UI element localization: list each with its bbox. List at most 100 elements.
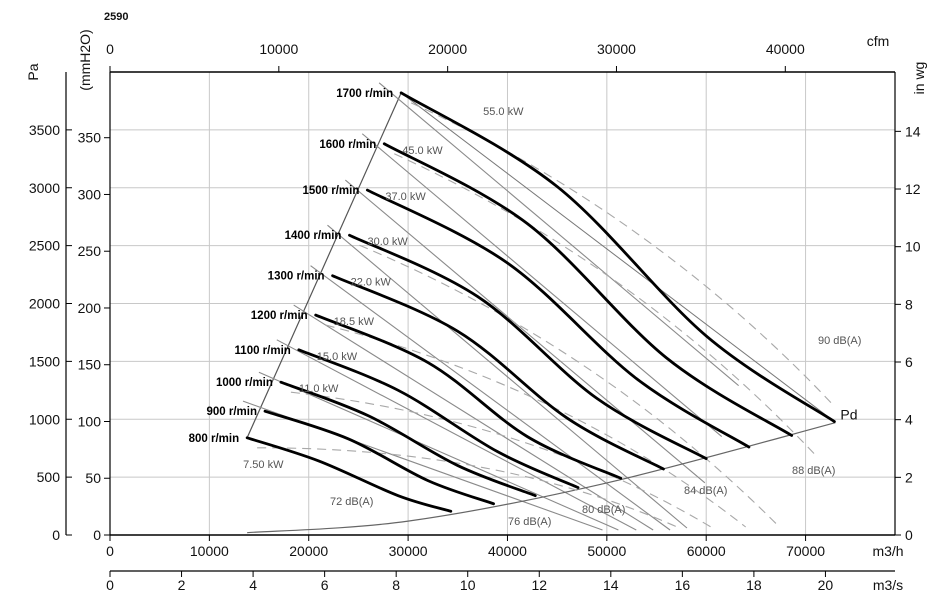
rpm-curve (331, 274, 665, 471)
m3h-tick-label: 30000 (389, 543, 428, 559)
pa-tick-label: 2000 (29, 296, 60, 312)
sound-label: 80 dB(A) (582, 504, 625, 516)
mmh2o-tick-label: 0 (93, 527, 101, 543)
power-line (293, 304, 654, 531)
rpm-label: 1000 r/min (216, 377, 273, 389)
power-label: 30.0 kW (367, 236, 408, 248)
sound-label: 88 dB(A) (792, 465, 835, 477)
m3s-tick-label: 18 (746, 577, 762, 593)
mmh2o-tick-label: 150 (78, 357, 102, 373)
cfm-axis-label: cfm (867, 33, 890, 49)
m3h-tick-label: 0 (106, 543, 114, 559)
page-label: 2590 (104, 11, 128, 23)
rpm-label: 1600 r/min (319, 139, 376, 151)
m3s-tick-label: 10 (460, 577, 476, 593)
rpm-label: 1200 r/min (251, 310, 308, 322)
pa-tick-label: 0 (52, 527, 60, 543)
inwg-tick-label: 10 (905, 239, 921, 255)
sound-label: 76 dB(A) (508, 516, 551, 528)
sound-label: 90 dB(A) (818, 335, 861, 347)
mmh2o-tick-label: 100 (78, 413, 102, 429)
m3s-tick-label: 0 (106, 577, 114, 593)
rpm-curve (348, 233, 708, 461)
cfm-tick-label: 0 (106, 41, 114, 57)
power-line (345, 179, 706, 484)
sound-lines (257, 102, 832, 528)
rpm-curve (399, 91, 836, 423)
rpm-curve (382, 142, 794, 437)
m3h-tick-label: 70000 (786, 543, 825, 559)
rpm-label: 1400 r/min (285, 230, 342, 242)
power-label: 7.50 kW (243, 459, 284, 471)
rpm-label: 800 r/min (189, 433, 240, 445)
power-line (378, 82, 739, 387)
power-line (310, 265, 671, 531)
inwg-tick-label: 4 (905, 412, 913, 428)
inwg-tick-label: 6 (905, 354, 913, 370)
cfm-tick-label: 20000 (428, 41, 467, 57)
inwg-tick-label: 2 (905, 469, 913, 485)
m3s-tick-label: 12 (531, 577, 547, 593)
pa-tick-label: 3000 (29, 180, 60, 196)
mmh2o-tick-label: 350 (78, 130, 102, 146)
pa-tick-label: 2500 (29, 238, 60, 254)
m3h-tick-label: 50000 (587, 543, 626, 559)
mmh2o-tick-label: 300 (78, 186, 102, 202)
mmh2o-axis-label: (mmH2O) (77, 29, 93, 90)
pa-tick-label: 500 (37, 469, 61, 485)
power-label: 37.0 kW (385, 191, 426, 203)
mmh2o-tick-label: 250 (78, 243, 102, 259)
axes: 0500100015002000250030003500Pa0501001502… (25, 29, 927, 593)
power-label: 55.0 kW (483, 106, 524, 118)
rpm-curve (297, 348, 580, 489)
pa-tick-label: 3500 (29, 122, 60, 138)
cfm-tick-label: 30000 (597, 41, 636, 57)
power-line (361, 133, 723, 437)
power-label: 18.5 kW (334, 316, 375, 328)
mmh2o-tick-label: 50 (85, 470, 101, 486)
m3s-tick-label: 14 (603, 577, 619, 593)
power-label: 15.0 kW (317, 351, 358, 363)
power-line (258, 371, 619, 531)
rpm-label: 1300 r/min (268, 271, 325, 283)
m3h-tick-label: 20000 (289, 543, 328, 559)
power-line (276, 339, 637, 531)
rpm-curve (314, 313, 623, 480)
rpm-curve (279, 380, 537, 498)
sound-label: 72 dB(A) (330, 496, 373, 508)
m3s-tick-label: 6 (321, 577, 329, 593)
m3s-axis-label: m3/s (873, 577, 903, 593)
power-label: 11.0 kW (299, 383, 339, 395)
rpm-curve (365, 188, 751, 449)
inwg-tick-label: 8 (905, 296, 913, 312)
sound-line (394, 153, 815, 455)
m3s-tick-label: 16 (675, 577, 691, 593)
inwg-tick-label: 0 (905, 527, 913, 543)
rpm-label: 1700 r/min (336, 88, 393, 100)
grid (110, 72, 895, 535)
curve-labels: Pd 800 r/min 900 r/min 1000 r/min 1100 r/min… (189, 88, 862, 528)
m3s-tick-label: 4 (249, 577, 257, 593)
inwg-axis-label: in wg (911, 62, 927, 95)
pa-axis-label: Pa (25, 63, 41, 80)
rpm-label: 1100 r/min (235, 345, 291, 357)
sound-line (359, 244, 780, 528)
m3h-tick-label: 60000 (687, 543, 726, 559)
max-speed-limit-line (400, 92, 835, 422)
m3h-tick-label: 40000 (488, 543, 527, 559)
inwg-tick-label: 14 (905, 123, 921, 139)
m3s-tick-label: 2 (178, 577, 186, 593)
pd-label: Pd (840, 407, 857, 423)
pa-tick-label: 1000 (29, 411, 60, 427)
cfm-tick-label: 40000 (766, 41, 805, 57)
mmh2o-tick-label: 200 (78, 300, 102, 316)
rpm-curves (245, 91, 836, 513)
power-label: 45.0 kW (402, 145, 443, 157)
pa-tick-label: 1500 (29, 353, 60, 369)
surge-limit-line (246, 92, 402, 439)
m3s-tick-label: 20 (818, 577, 834, 593)
inwg-tick-label: 12 (905, 181, 921, 197)
rpm-label: 1500 r/min (302, 185, 359, 197)
sound-label: 84 dB(A) (684, 485, 727, 497)
